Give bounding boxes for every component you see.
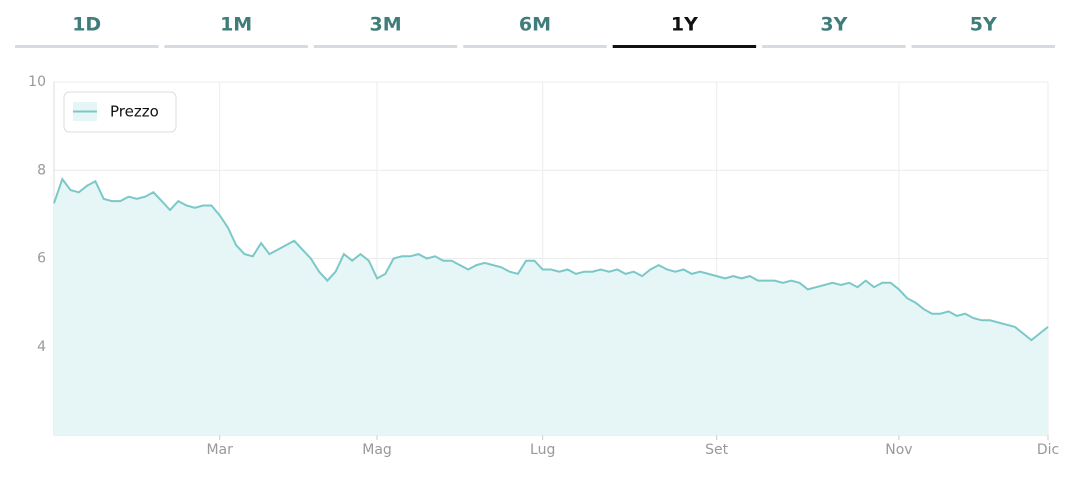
x-tick-label: Mar <box>206 442 233 458</box>
tab-label[interactable]: 5Y <box>970 14 997 36</box>
tab-label[interactable]: 6M <box>519 14 551 36</box>
tab-label[interactable]: 3M <box>370 14 402 36</box>
x-tick-label: Set <box>705 442 729 458</box>
y-tick-label: 10 <box>28 74 46 90</box>
x-tick-label: Nov <box>885 442 912 458</box>
y-tick-label: 4 <box>37 339 46 355</box>
x-tick-label: Mag <box>362 442 392 458</box>
tab-label[interactable]: 1D <box>72 14 101 36</box>
tab-label[interactable]: 3Y <box>820 14 847 36</box>
x-tick-label: Lug <box>530 442 555 458</box>
y-tick-label: 8 <box>37 162 46 178</box>
x-tick-label: Dic <box>1037 442 1059 458</box>
tab-label[interactable]: 1M <box>220 14 252 36</box>
y-tick-label: 6 <box>37 251 46 267</box>
area <box>54 179 1048 435</box>
tab-label[interactable]: 1Y <box>671 14 698 36</box>
line <box>53 176 1049 342</box>
legend-label: Prezzo <box>110 103 159 121</box>
